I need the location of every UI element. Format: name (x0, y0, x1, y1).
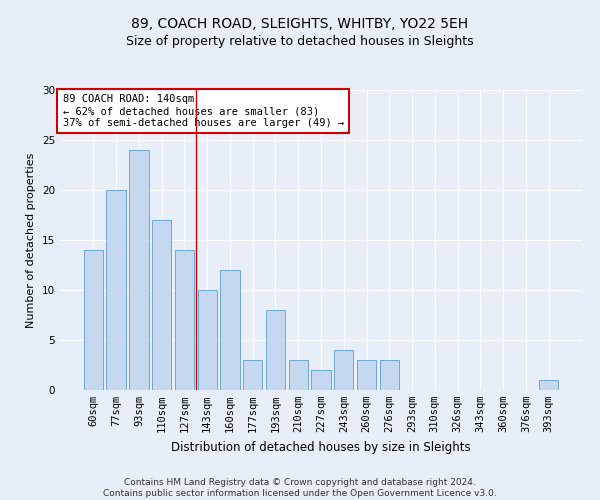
Text: 89 COACH ROAD: 140sqm
← 62% of detached houses are smaller (83)
37% of semi-deta: 89 COACH ROAD: 140sqm ← 62% of detached … (62, 94, 344, 128)
Bar (106, 190, 126, 390)
Bar (220, 270, 239, 390)
Text: Size of property relative to detached houses in Sleights: Size of property relative to detached ho… (126, 35, 474, 48)
Bar (129, 150, 149, 390)
Bar (197, 290, 217, 390)
Bar (84, 250, 103, 390)
Bar (334, 350, 353, 390)
Bar (311, 370, 331, 390)
Y-axis label: Number of detached properties: Number of detached properties (26, 152, 37, 328)
Text: 89, COACH ROAD, SLEIGHTS, WHITBY, YO22 5EH: 89, COACH ROAD, SLEIGHTS, WHITBY, YO22 5… (131, 18, 469, 32)
Bar (289, 360, 308, 390)
Bar (175, 250, 194, 390)
Bar (357, 360, 376, 390)
Text: Contains HM Land Registry data © Crown copyright and database right 2024.
Contai: Contains HM Land Registry data © Crown c… (103, 478, 497, 498)
Bar (539, 380, 558, 390)
Bar (380, 360, 399, 390)
X-axis label: Distribution of detached houses by size in Sleights: Distribution of detached houses by size … (171, 440, 471, 454)
Bar (243, 360, 262, 390)
Bar (266, 310, 285, 390)
Bar (152, 220, 172, 390)
